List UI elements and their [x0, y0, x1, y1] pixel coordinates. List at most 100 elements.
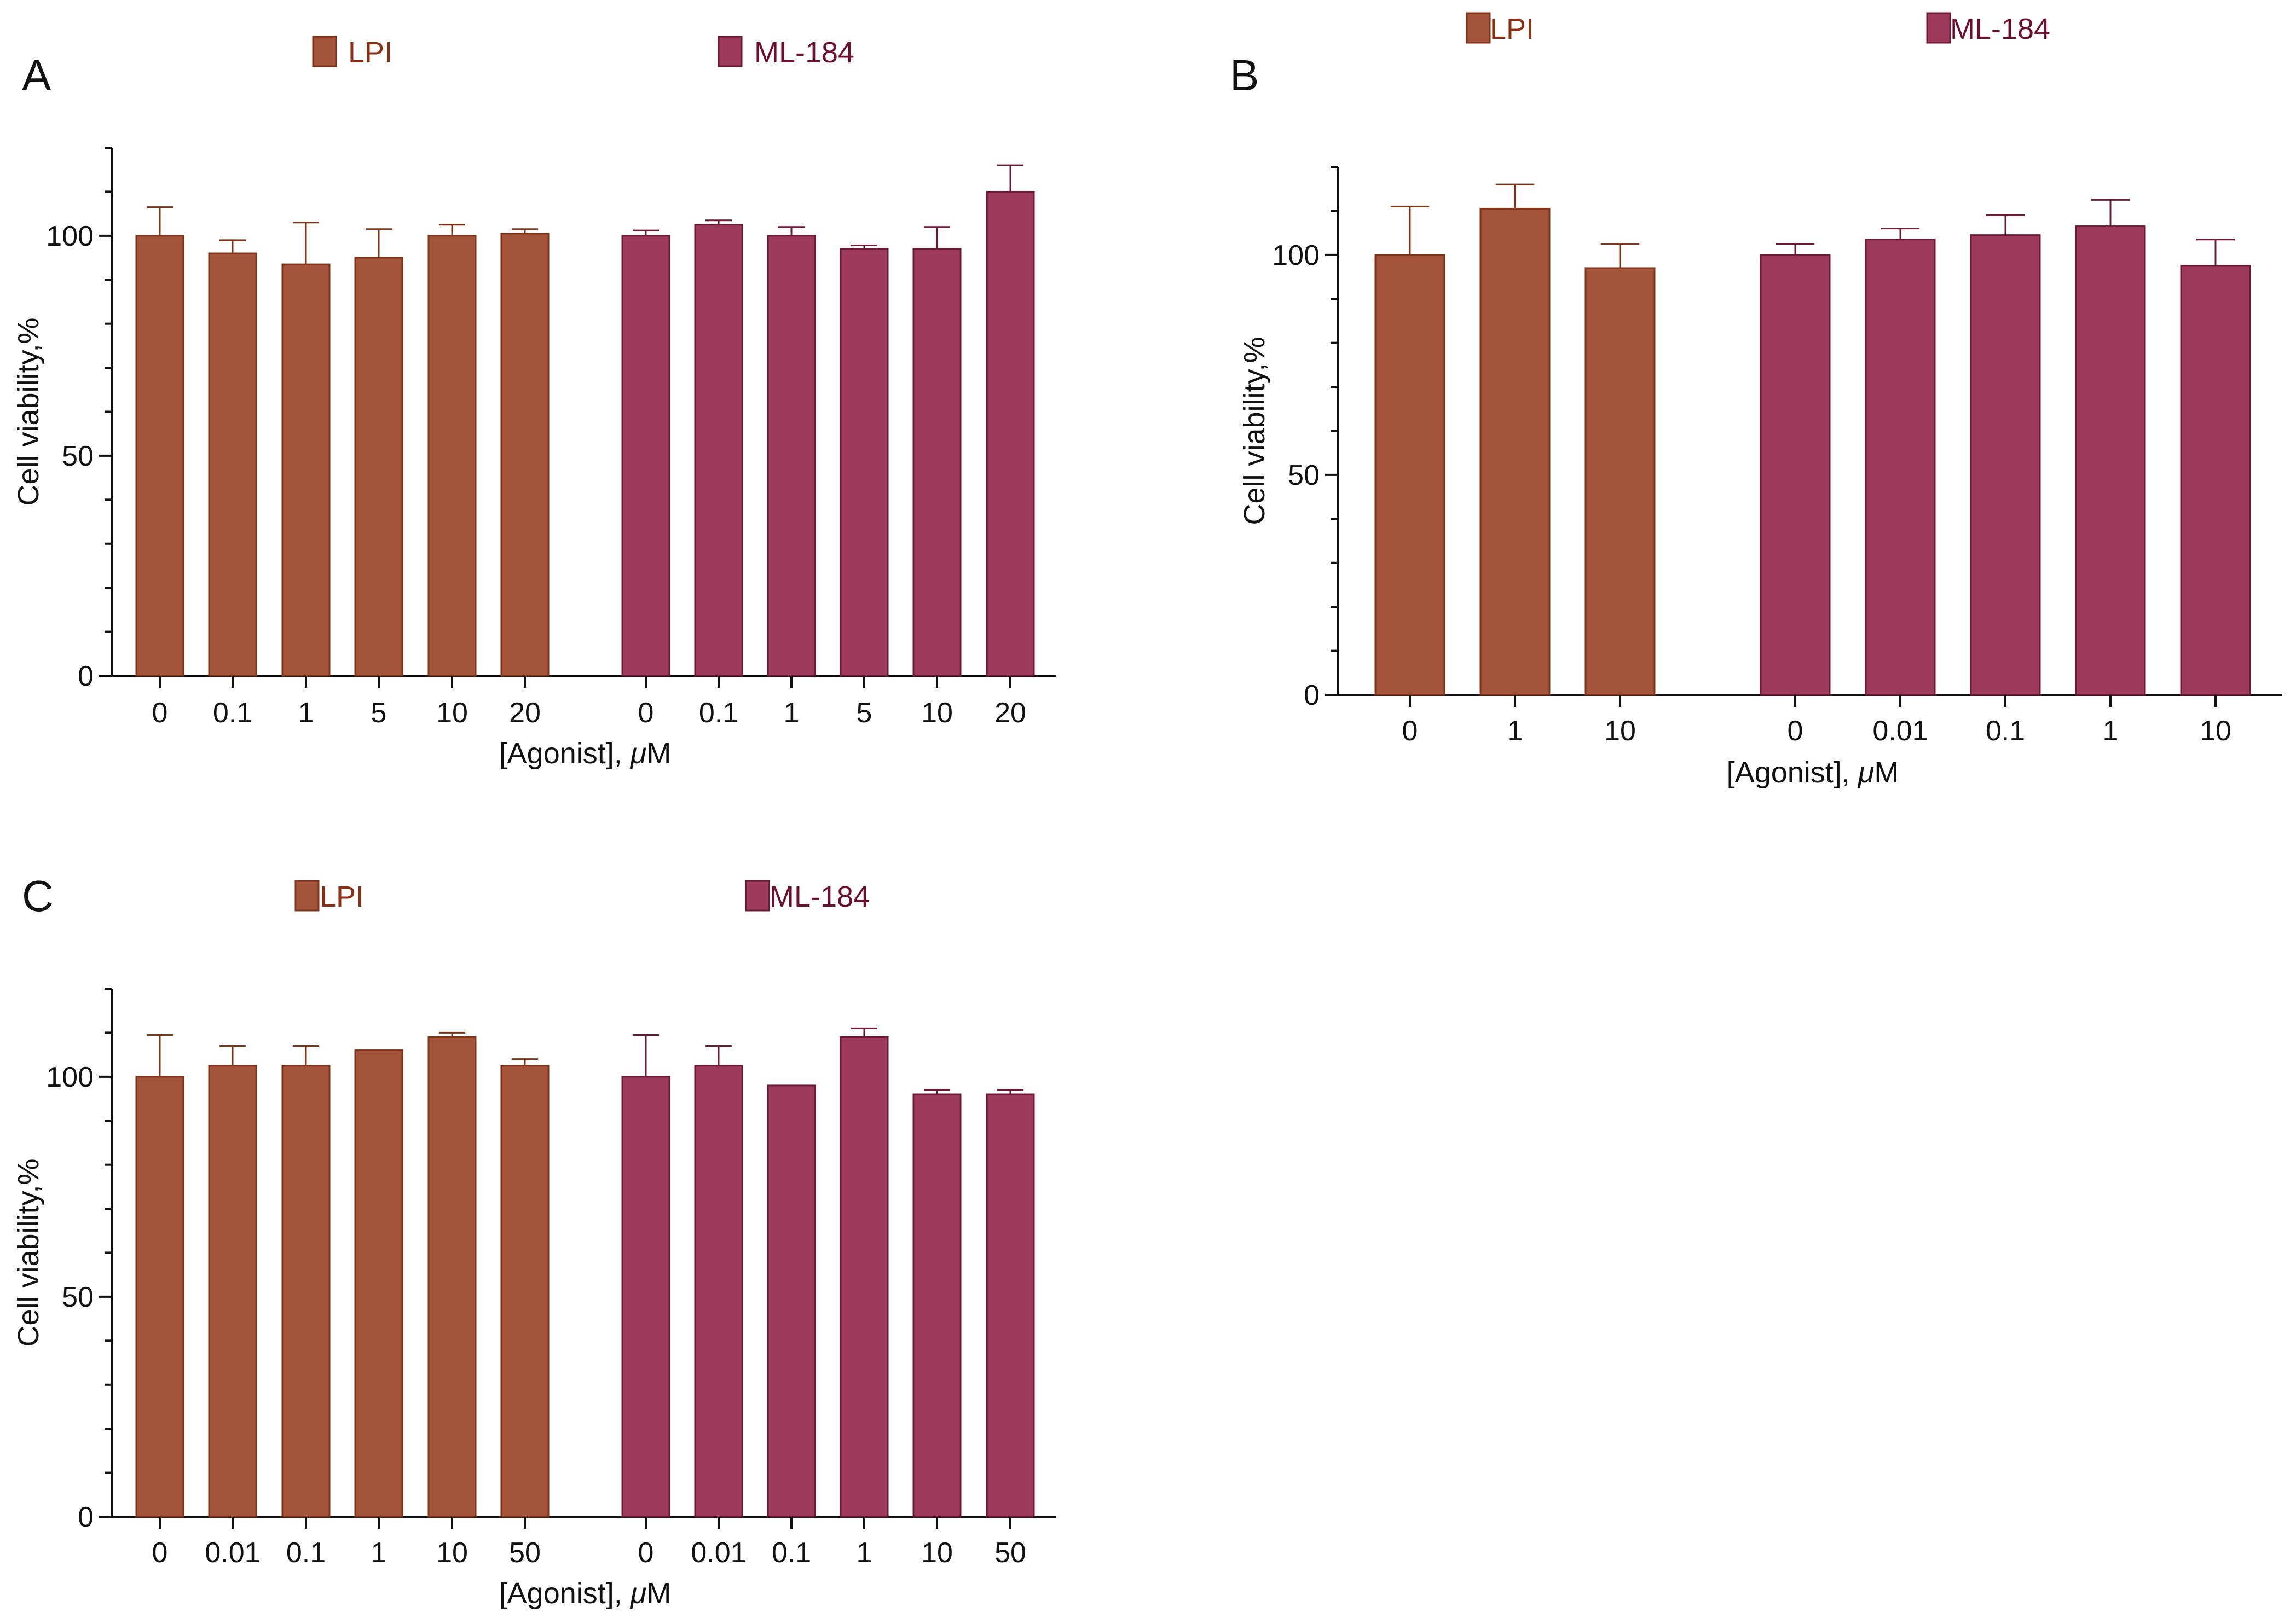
x-axis-title-unit: M — [646, 737, 671, 770]
bar — [208, 1065, 257, 1518]
bar — [1970, 234, 2041, 696]
x-tick-label: 0 — [152, 697, 168, 729]
bar — [281, 263, 331, 677]
bar — [354, 1049, 403, 1518]
bar — [135, 1076, 184, 1518]
y-axis-title: Cell viability,% — [1238, 337, 1271, 525]
bar — [694, 224, 743, 677]
x-tick-label: 50 — [994, 1537, 1026, 1569]
bar — [621, 235, 670, 677]
legend-label: ML-184 — [770, 880, 870, 913]
legend-label: LPI — [348, 36, 392, 69]
x-tick-label: 10 — [436, 697, 468, 729]
x-tick-label: 10 — [2200, 715, 2231, 747]
bar — [986, 190, 1035, 677]
x-axis-title-prefix: [Agonist], — [499, 737, 631, 770]
x-tick-label: 5 — [857, 697, 872, 729]
x-tick-label: 10 — [921, 1537, 953, 1569]
bar — [427, 1036, 477, 1518]
y-tick-label: 0 — [1304, 680, 1320, 711]
legend-swatch — [1466, 12, 1491, 44]
panel-letter: C — [22, 872, 54, 920]
bar — [2075, 225, 2146, 696]
x-tick-label: 0.1 — [1986, 715, 2025, 747]
bar — [2180, 265, 2251, 696]
x-tick-label: 0.01 — [1872, 715, 1928, 747]
y-tick-label: 0 — [78, 1501, 94, 1533]
x-axis-title-prefix: [Agonist], — [499, 1577, 631, 1610]
legend-swatch — [745, 880, 770, 912]
bar — [912, 248, 962, 677]
bar — [500, 233, 550, 677]
y-tick-label: 100 — [46, 1062, 94, 1093]
legend-swatch — [312, 36, 337, 67]
bar — [621, 1076, 670, 1518]
bar — [986, 1093, 1035, 1518]
bar — [767, 1084, 816, 1518]
panel-letter: B — [1230, 51, 1259, 100]
x-tick-label: 10 — [436, 1537, 468, 1569]
x-tick-label: 1 — [298, 697, 314, 729]
bar — [1760, 254, 1831, 696]
x-tick-label: 1 — [857, 1537, 872, 1569]
x-tick-label: 10 — [921, 697, 953, 729]
y-tick-label: 100 — [1272, 240, 1320, 271]
bar — [1865, 239, 1936, 696]
x-tick-label: 0 — [152, 1537, 168, 1569]
x-axis-title-unit: M — [1874, 756, 1899, 789]
x-tick-label: 0.1 — [286, 1537, 326, 1569]
x-axis-title-unit-mu: μ — [629, 1577, 647, 1610]
y-tick-label: 50 — [62, 440, 94, 472]
bar — [135, 235, 184, 677]
x-axis-title: [Agonist], μM — [499, 1577, 672, 1610]
x-tick-label: 1 — [2103, 715, 2119, 747]
legend-label: LPI — [320, 880, 364, 913]
bar — [354, 257, 403, 677]
legend-swatch — [294, 880, 320, 912]
legend-label: ML-184 — [754, 36, 854, 69]
y-tick-label: 50 — [1288, 460, 1320, 491]
bar — [281, 1065, 331, 1518]
x-axis-title-unit-mu: μ — [629, 737, 647, 770]
bar — [1584, 267, 1656, 696]
x-tick-label: 10 — [1604, 715, 1636, 747]
bar — [840, 248, 889, 677]
bar — [1479, 207, 1551, 696]
x-tick-label: 0 — [1402, 715, 1418, 747]
x-tick-label: 0 — [638, 1537, 654, 1569]
x-axis-title: [Agonist], μM — [499, 737, 672, 770]
bar — [694, 1065, 743, 1518]
bar — [208, 252, 257, 677]
y-axis-title: Cell viability,% — [12, 317, 45, 506]
panel-a: A 0 50 100 0 0.1 1 5 10 20 0 0.1 1 5 10 20 Cell viabilit… — [12, 36, 1056, 770]
x-tick-label: 0.1 — [772, 1537, 811, 1569]
bar — [840, 1036, 889, 1518]
legend-swatch — [718, 36, 743, 67]
x-tick-label: 0 — [1788, 715, 1803, 747]
x-tick-label: 0.1 — [213, 697, 252, 729]
legend-swatch — [1926, 12, 1951, 44]
x-tick-label: 0.1 — [699, 697, 738, 729]
x-tick-label: 1 — [784, 697, 800, 729]
x-axis-title-prefix: [Agonist], — [1727, 756, 1858, 789]
bar — [500, 1065, 550, 1518]
x-axis-title: [Agonist], μM — [1727, 756, 1899, 789]
x-tick-label: 1 — [1507, 715, 1523, 747]
x-tick-label: 5 — [371, 697, 387, 729]
x-tick-label: 20 — [994, 697, 1026, 729]
y-tick-label: 0 — [78, 660, 94, 692]
bar — [767, 235, 816, 677]
x-tick-label: 0.01 — [205, 1537, 260, 1569]
panel-c: C 0 50 100 0 0.01 0.1 1 10 50 0 0.01 0.1 1 10 50 Cell vi… — [12, 872, 1056, 1610]
bar — [912, 1093, 962, 1518]
x-tick-label: 0.01 — [691, 1537, 746, 1569]
y-axis-title: Cell viability,% — [12, 1158, 45, 1347]
legend-label: LPI — [1490, 13, 1534, 45]
x-tick-label: 0 — [638, 697, 654, 729]
bar — [427, 235, 477, 677]
bar — [1374, 254, 1445, 696]
legend-label: ML-184 — [1950, 13, 2050, 45]
panel-letter: A — [22, 51, 51, 100]
